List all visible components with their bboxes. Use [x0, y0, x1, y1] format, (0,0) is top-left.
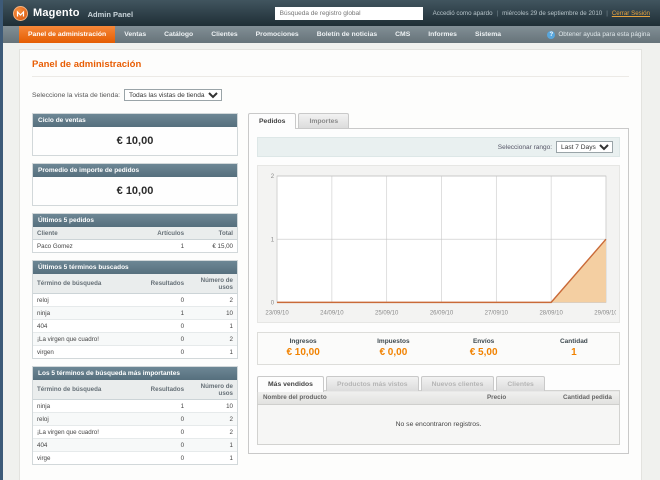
column-header: Total [188, 227, 237, 240]
column-header: Resultados [139, 274, 189, 294]
tab-most-viewed: Productos más vistos [325, 376, 419, 392]
lifetime-sales-title: Ciclo de ventas [33, 114, 237, 127]
table-row[interactable]: ninja 1 10 [33, 306, 237, 320]
table-row[interactable]: virge 0 1 [33, 451, 237, 464]
totals-bar: Ingresos € 10,00 Impuestos € 0,00 Envíos… [257, 332, 620, 366]
magento-logo: Magento Admin Panel [13, 5, 134, 21]
svg-text:24/09/10: 24/09/10 [320, 310, 344, 316]
nav-item-promotions[interactable]: Promociones [255, 31, 299, 38]
top-search-terms-title: Los 5 términos de búsqueda más important… [33, 367, 237, 380]
chart-area: 23/09/10 24/09/10 25/09/10 26/09/10 27/09/10… [257, 165, 620, 324]
svg-text:28/09/10: 28/09/10 [539, 310, 563, 316]
nav-item-system[interactable]: Sistema [474, 31, 502, 38]
dashboard-sidebar: Ciclo de ventas € 10,00 Promedio de impo… [32, 113, 238, 472]
nav-item-customers[interactable]: Clientes [211, 31, 238, 38]
global-search-input[interactable] [274, 6, 423, 20]
chart-panel: Seleccionar rango: Last 7 Days 23/09/10 2… [248, 128, 629, 455]
session-info: Accedió como apardo | miércoles 29 de se… [432, 9, 650, 17]
store-view-label: Seleccione la vista de tienda: [32, 91, 121, 99]
tab-bestsellers[interactable]: Más vendidos [257, 376, 324, 393]
nav-item-cms[interactable]: CMS [395, 31, 411, 38]
chart-tabs: Pedidos Importes [248, 113, 629, 129]
empty-records-message: No se encontraron registros. [257, 404, 620, 445]
svg-text:27/09/10: 27/09/10 [485, 310, 509, 316]
logout-link[interactable]: Cerrar Sesión [611, 9, 650, 17]
tab-customers: Clientes [496, 376, 545, 392]
last-search-terms-box: Últimos 5 términos buscados Término de b… [32, 260, 238, 359]
column-header: Resultados [139, 380, 189, 400]
lifetime-sales-value: € 10,00 [33, 127, 237, 155]
content-card: Panel de administración Seleccione la vi… [19, 49, 642, 480]
top-search-terms-table: Término de búsqueda Resultados Número de… [33, 380, 237, 464]
column-header: Número de usos [188, 274, 237, 294]
nav-item-newsletter[interactable]: Boletín de noticias [316, 31, 378, 38]
table-row[interactable]: reloj 0 2 [33, 412, 237, 426]
table-row[interactable]: virgen 0 1 [33, 345, 237, 358]
total-revenue: Ingresos € 10,00 [286, 338, 320, 359]
help-icon: ? [547, 30, 556, 39]
svg-text:25/09/10: 25/09/10 [375, 310, 399, 316]
column-header: Precio [481, 390, 558, 406]
svg-text:0: 0 [271, 301, 275, 307]
store-view-select[interactable]: Todas las vistas de tienda [124, 89, 223, 101]
table-row[interactable]: reloj 0 2 [33, 293, 237, 307]
table-row[interactable]: ¡La virgen que cuadro! 0 2 [33, 425, 237, 439]
last-search-terms-title: Últimos 5 términos buscados [33, 261, 237, 274]
products-tabs: Más vendidos Productos más vistos Nuevos… [257, 376, 620, 393]
column-header: Término de búsqueda [33, 274, 140, 294]
svg-text:29/09/10: 29/09/10 [594, 310, 616, 316]
bestsellers-table: Nombre del producto Precio Cantidad pedi… [257, 390, 620, 446]
table-row[interactable]: ¡La virgen que cuadro! 0 2 [33, 332, 237, 346]
main-nav: Panel de administración Ventas Catálogo … [3, 26, 660, 43]
sales-chart: 23/09/10 24/09/10 25/09/10 26/09/10 27/09/10… [265, 174, 616, 316]
last-orders-title: Últimos 5 pedidos [33, 214, 237, 227]
column-header: Término de búsqueda [33, 380, 140, 400]
dashboard-main: Pedidos Importes Seleccionar rango: Last… [248, 113, 629, 455]
total-quantity: Cantidad 1 [559, 338, 588, 359]
range-select[interactable]: Last 7 Days [556, 141, 613, 153]
average-orders-title: Promedio de importe de pedidos [33, 164, 237, 177]
svg-text:26/09/10: 26/09/10 [430, 310, 454, 316]
total-shipping: Envíos € 5,00 [469, 338, 498, 359]
svg-text:1: 1 [271, 237, 275, 243]
last-orders-table: Cliente Artículos Total Paco Gomez 1 € 15,… [33, 227, 237, 252]
table-row[interactable]: ninja 1 10 [33, 399, 237, 413]
lifetime-sales-box: Ciclo de ventas € 10,00 [32, 113, 238, 156]
store-view-switcher: Seleccione la vista de tienda: Todas las… [32, 89, 629, 101]
svg-text:2: 2 [271, 174, 275, 180]
last-orders-box: Últimos 5 pedidos Cliente Artículos Tota… [32, 213, 238, 253]
magento-logo-icon [13, 5, 28, 21]
average-orders-value: € 10,00 [33, 177, 237, 205]
nav-item-reports[interactable]: Informes [428, 31, 457, 38]
column-header: Cliente [33, 227, 140, 240]
table-row[interactable]: 404 0 1 [33, 438, 237, 452]
nav-item-catalog[interactable]: Catálogo [164, 31, 194, 38]
column-header: Cantidad pedida [557, 390, 620, 406]
page-title: Panel de administración [32, 59, 629, 77]
table-row[interactable]: 404 0 1 [33, 319, 237, 333]
last-search-terms-table: Término de búsqueda Resultados Número de… [33, 274, 237, 358]
total-tax: Impuestos € 0,00 [377, 338, 410, 359]
table-row[interactable]: Paco Gomez 1 € 15,00 [33, 239, 237, 252]
range-label: Seleccionar rango: [497, 143, 552, 151]
nav-item-dashboard[interactable]: Panel de administración [19, 26, 116, 43]
average-orders-box: Promedio de importe de pedidos € 10,00 [32, 163, 238, 206]
tab-new-customers: Nuevos clientes [420, 376, 495, 392]
column-header: Nombre del producto [257, 390, 482, 406]
nav-item-sales[interactable]: Ventas [124, 31, 147, 38]
brand-title: Magento [33, 7, 80, 19]
logged-in-as: Accedió como apardo [432, 9, 493, 17]
help-link[interactable]: ? Obtener ayuda para esta página [547, 26, 660, 43]
tab-orders[interactable]: Pedidos [248, 113, 297, 129]
column-header: Número de usos [188, 380, 237, 400]
range-bar: Seleccionar rango: Last 7 Days [257, 137, 620, 157]
tab-amounts[interactable]: Importes [298, 113, 350, 128]
top-search-terms-box: Los 5 términos de búsqueda más important… [32, 366, 238, 465]
svg-text:23/09/10: 23/09/10 [265, 310, 289, 316]
column-header: Artículos [139, 227, 189, 240]
current-date: miércoles 29 de septiembre de 2010 [502, 9, 603, 17]
app-header: Magento Admin Panel Accedió como apardo … [3, 0, 660, 26]
brand-subtitle: Admin Panel [87, 9, 134, 19]
